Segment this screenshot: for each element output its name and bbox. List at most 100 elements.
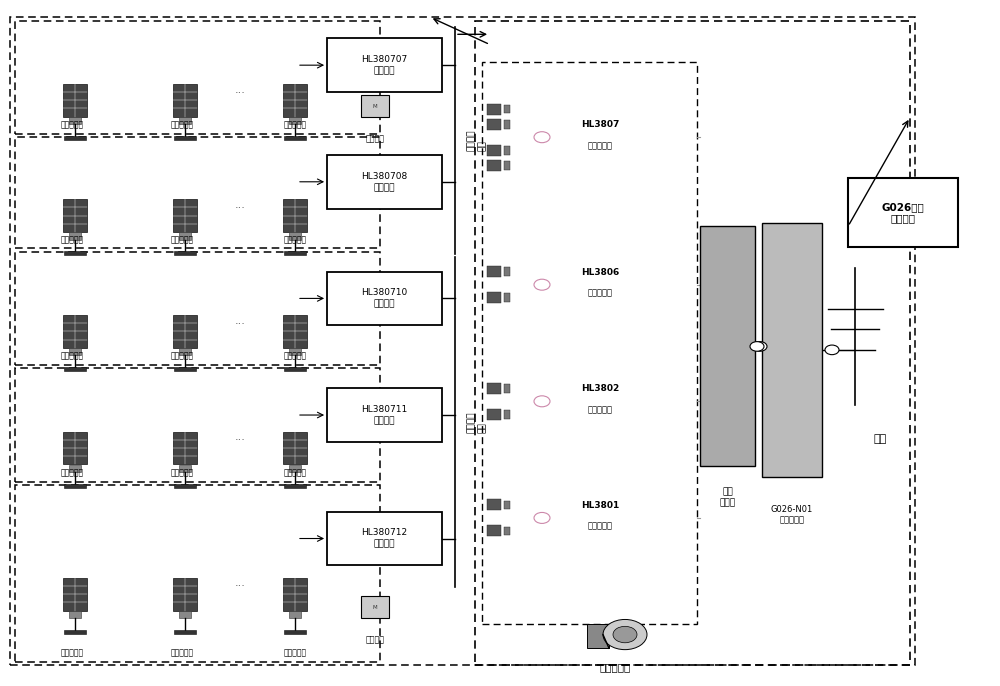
Bar: [15, 252, 380, 365]
Bar: [173, 84, 197, 117]
Bar: [15, 137, 380, 248]
Text: 智能传感器: 智能传感器: [283, 235, 307, 244]
Bar: [173, 199, 197, 232]
Text: 环境监测仪: 环境监测仪: [599, 662, 631, 672]
Bar: [361, 596, 389, 618]
Circle shape: [534, 132, 550, 143]
Bar: [700, 226, 755, 466]
Bar: [179, 117, 191, 124]
Text: 直流
配电柜: 直流 配电柜: [719, 488, 736, 507]
Bar: [63, 431, 87, 464]
Bar: [284, 251, 306, 255]
Bar: [63, 578, 87, 611]
Text: 智能传感器: 智能传感器: [60, 648, 84, 657]
Bar: [289, 611, 301, 618]
Bar: [504, 146, 510, 154]
Bar: [69, 117, 81, 124]
Bar: [504, 105, 510, 113]
Text: HL3802: HL3802: [581, 384, 619, 394]
Bar: [487, 383, 501, 394]
Bar: [504, 527, 510, 535]
Text: 智能传感器: 智能传感器: [283, 120, 307, 129]
Bar: [64, 484, 86, 488]
Bar: [283, 315, 307, 348]
Text: 电网: 电网: [873, 434, 887, 444]
Bar: [289, 465, 301, 472]
Text: 直流汇流箱: 直流汇流箱: [588, 288, 613, 298]
Bar: [504, 120, 510, 128]
Bar: [174, 367, 196, 371]
Bar: [475, 21, 910, 665]
Bar: [487, 525, 501, 536]
Circle shape: [534, 396, 550, 407]
Bar: [504, 161, 510, 169]
Text: HL3801: HL3801: [581, 501, 619, 510]
Bar: [69, 611, 81, 618]
Circle shape: [603, 619, 647, 650]
Bar: [283, 578, 307, 611]
Bar: [504, 501, 510, 509]
Text: HL380707
光伏组串: HL380707 光伏组串: [361, 55, 408, 75]
Bar: [173, 315, 197, 348]
Text: M: M: [373, 604, 377, 610]
Bar: [284, 367, 306, 371]
Text: HL380708
光伏组串: HL380708 光伏组串: [361, 172, 408, 192]
Text: HL3806: HL3806: [581, 268, 619, 277]
Text: G026-N01
光伏逆变器: G026-N01 光伏逆变器: [771, 505, 813, 524]
Bar: [284, 136, 306, 140]
Bar: [179, 611, 191, 618]
Text: 智能传感器: 智能传感器: [283, 648, 307, 657]
Bar: [64, 251, 86, 255]
Text: 智能传感器: 智能传感器: [170, 352, 194, 361]
Text: G026光伏
发电单元: G026光伏 发电单元: [882, 202, 924, 224]
Text: 通讯网关: 通讯网关: [366, 134, 384, 144]
Circle shape: [534, 279, 550, 290]
Bar: [487, 119, 501, 130]
Bar: [63, 84, 87, 117]
Bar: [487, 104, 501, 115]
Text: ···: ···: [235, 319, 245, 329]
Text: 智能传感器: 智能传感器: [60, 235, 84, 244]
Bar: [179, 233, 191, 239]
Text: ···: ···: [235, 203, 245, 213]
Text: HL380712
光伏组串: HL380712 光伏组串: [361, 528, 408, 549]
Bar: [174, 630, 196, 634]
Bar: [487, 145, 501, 156]
Bar: [587, 624, 609, 648]
Text: 智能传感器: 智能传感器: [60, 120, 84, 129]
Bar: [482, 62, 697, 624]
Text: 无水清洁
系统: 无水清洁 系统: [467, 130, 486, 152]
Text: ···: ···: [235, 88, 245, 97]
Bar: [504, 268, 510, 276]
Text: 智能传感器: 智能传感器: [60, 469, 84, 477]
Text: 直流汇流箱: 直流汇流箱: [588, 141, 613, 150]
Bar: [487, 266, 501, 277]
Bar: [487, 499, 501, 510]
Bar: [284, 630, 306, 634]
Bar: [289, 348, 301, 355]
Bar: [361, 95, 389, 117]
Circle shape: [750, 342, 764, 351]
Text: HL380711
光伏组串: HL380711 光伏组串: [361, 405, 408, 425]
Text: 直流汇流箱: 直流汇流箱: [588, 521, 613, 531]
Bar: [504, 410, 510, 418]
Bar: [848, 178, 958, 247]
Bar: [174, 484, 196, 488]
Bar: [15, 485, 380, 662]
Bar: [504, 384, 510, 392]
Bar: [63, 315, 87, 348]
Bar: [487, 292, 501, 303]
Bar: [283, 431, 307, 464]
Text: 智能传感器: 智能传感器: [283, 469, 307, 477]
Bar: [174, 251, 196, 255]
Bar: [174, 136, 196, 140]
Text: 智能传感器: 智能传感器: [170, 469, 194, 477]
Text: 智能传感器: 智能传感器: [170, 120, 194, 129]
Bar: [284, 484, 306, 488]
Text: ···: ···: [235, 436, 245, 445]
Circle shape: [753, 342, 767, 351]
Bar: [327, 38, 442, 92]
Circle shape: [825, 345, 839, 355]
Bar: [327, 155, 442, 209]
Text: HL3807: HL3807: [581, 120, 619, 130]
